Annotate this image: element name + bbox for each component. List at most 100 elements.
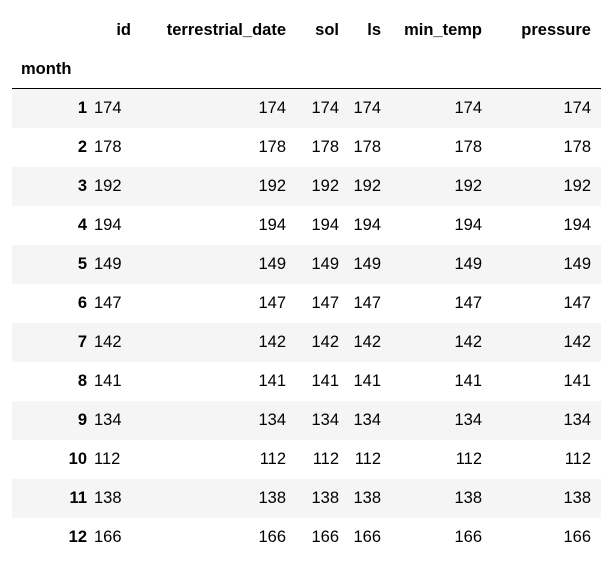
cell-id: 194: [94, 216, 122, 234]
cell-ls: 194: [353, 216, 381, 234]
cell-sol: 178: [311, 138, 339, 156]
cell-pressure: 174: [563, 99, 591, 117]
row-index-label: 12: [68, 528, 87, 546]
cell-pressure: 194: [563, 216, 591, 234]
cell-pressure: 149: [563, 255, 591, 273]
cell-ls: 141: [353, 372, 381, 390]
cell-ls: 142: [353, 333, 381, 351]
cell-min-temp: 166: [454, 528, 482, 546]
table-body: 1 174 174 174 174 174 174 2 178 178 178 178 178 178 3 1…: [12, 88, 601, 558]
index-corner-cell: [12, 10, 87, 51]
table-row: 5 149 149 149 149 149 149: [12, 245, 601, 284]
column-header-min-temp: min_temp: [404, 21, 482, 39]
table-row: 12 166 166 166 166 166 166: [12, 518, 601, 557]
cell-pressure: 192: [563, 177, 591, 195]
cell-terrestrial-date: 147: [258, 294, 286, 312]
cell-sol: 112: [312, 450, 339, 468]
cell-terrestrial-date: 178: [258, 138, 286, 156]
cell-min-temp: 141: [454, 372, 482, 390]
dataframe-table: id terrestrial_date sol ls min_temp pres…: [12, 10, 601, 557]
cell-min-temp: 138: [454, 489, 482, 507]
cell-terrestrial-date: 192: [258, 177, 286, 195]
cell-min-temp: 134: [454, 411, 482, 429]
table-row: 1 174 174 174 174 174 174: [12, 88, 601, 128]
table-row: 4 194 194 194 194 194 194: [12, 206, 601, 245]
cell-terrestrial-date: 141: [258, 372, 286, 390]
cell-terrestrial-date: 149: [258, 255, 286, 273]
index-name-header: month: [21, 60, 72, 78]
row-index-label: 2: [77, 138, 87, 156]
cell-terrestrial-date: 194: [258, 216, 286, 234]
cell-sol: 141: [311, 372, 339, 390]
row-index-label: 9: [77, 411, 87, 429]
row-index-label: 6: [77, 294, 87, 312]
cell-min-temp: 192: [454, 177, 482, 195]
cell-id: 192: [94, 177, 122, 195]
cell-pressure: 141: [563, 372, 591, 390]
row-index-label: 11: [69, 489, 87, 507]
row-index-label: 1: [77, 99, 87, 117]
cell-sol: 174: [311, 99, 339, 117]
cell-ls: 192: [353, 177, 381, 195]
cell-sol: 147: [311, 294, 339, 312]
cell-id: 134: [94, 411, 122, 429]
column-header-sol: sol: [315, 21, 339, 39]
cell-id: 149: [94, 255, 122, 273]
cell-ls: 149: [353, 255, 381, 273]
cell-sol: 192: [311, 177, 339, 195]
cell-terrestrial-date: 166: [258, 528, 286, 546]
cell-sol: 166: [311, 528, 339, 546]
cell-min-temp: 112: [455, 450, 482, 468]
cell-pressure: 166: [563, 528, 591, 546]
table-row: 7 142 142 142 142 142 142: [12, 323, 601, 362]
cell-id: 138: [94, 489, 122, 507]
cell-min-temp: 174: [454, 99, 482, 117]
cell-pressure: 178: [563, 138, 591, 156]
cell-id: 142: [94, 333, 122, 351]
cell-ls: 166: [353, 528, 381, 546]
row-index-label: 7: [77, 333, 87, 351]
table-row: 8 141 141 141 141 141 141: [12, 362, 601, 401]
cell-min-temp: 178: [454, 138, 482, 156]
table-row: 9 134 134 134 134 134 134: [12, 401, 601, 440]
cell-pressure: 147: [563, 294, 591, 312]
cell-sol: 194: [311, 216, 339, 234]
column-header-terrestrial-date: terrestrial_date: [166, 21, 286, 39]
table-header: id terrestrial_date sol ls min_temp pres…: [12, 10, 601, 89]
cell-sol: 149: [311, 255, 339, 273]
column-header-pressure: pressure: [521, 21, 591, 39]
cell-id: 178: [94, 138, 122, 156]
cell-ls: 112: [354, 450, 381, 468]
table-row: 6 147 147 147 147 147 147: [12, 284, 601, 323]
cell-pressure: 134: [563, 411, 591, 429]
column-header-row: id terrestrial_date sol ls min_temp pres…: [12, 10, 601, 51]
cell-min-temp: 194: [454, 216, 482, 234]
table-row: 11 138 138 138 138 138 138: [12, 479, 601, 518]
cell-sol: 138: [311, 489, 339, 507]
cell-sol: 134: [311, 411, 339, 429]
cell-id: 141: [94, 372, 122, 390]
row-index-label: 5: [77, 255, 87, 273]
table-row: 2 178 178 178 178 178 178: [12, 128, 601, 167]
cell-pressure: 138: [563, 489, 591, 507]
index-name-row: month: [12, 51, 601, 89]
cell-sol: 142: [311, 333, 339, 351]
cell-ls: 134: [353, 411, 381, 429]
cell-terrestrial-date: 138: [258, 489, 286, 507]
cell-ls: 174: [353, 99, 381, 117]
table-row: 3 192 192 192 192 192 192: [12, 167, 601, 206]
row-index-label: 4: [77, 216, 87, 234]
column-header-ls: ls: [367, 21, 381, 39]
column-header-id: id: [116, 21, 131, 39]
cell-min-temp: 149: [454, 255, 482, 273]
row-index-label: 10: [68, 450, 87, 468]
cell-pressure: 142: [563, 333, 591, 351]
cell-pressure: 112: [564, 450, 591, 468]
cell-min-temp: 142: [454, 333, 482, 351]
table-row: 10 112 112 112 112 112 112: [12, 440, 601, 479]
cell-terrestrial-date: 134: [258, 411, 286, 429]
cell-id: 112: [94, 450, 121, 468]
cell-ls: 138: [353, 489, 381, 507]
cell-ls: 147: [353, 294, 381, 312]
